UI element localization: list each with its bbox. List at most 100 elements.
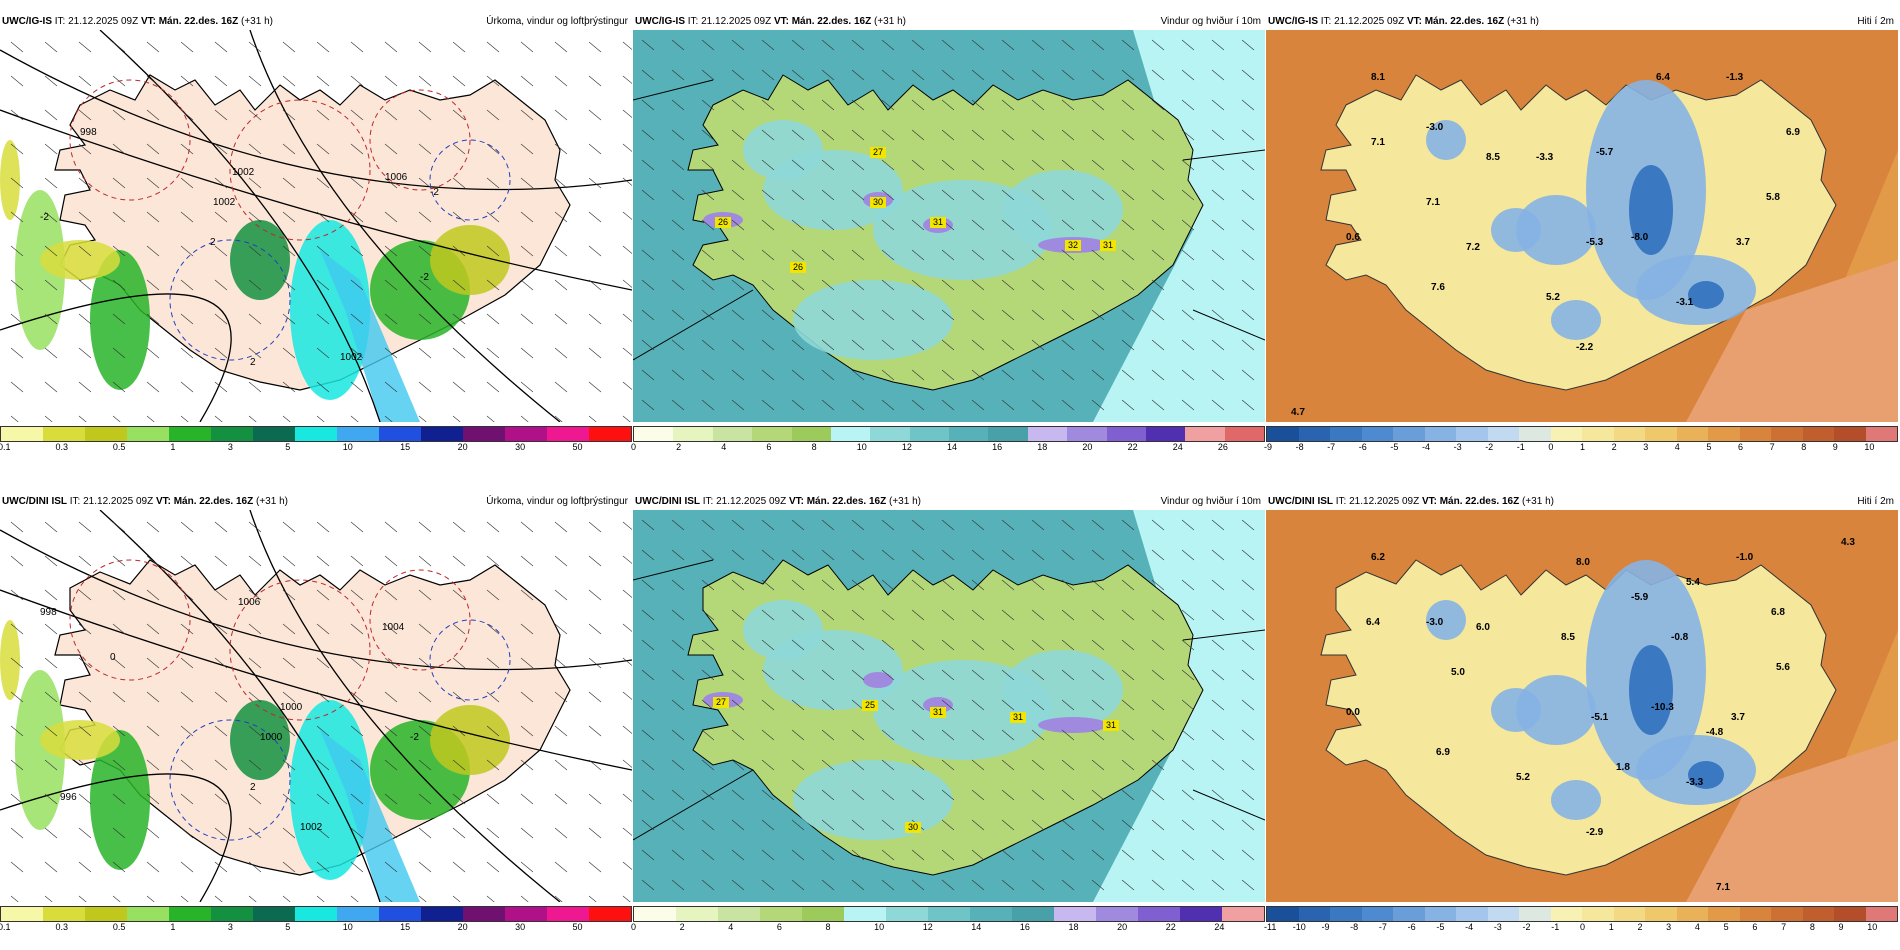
wind-arrow: [1211, 699, 1225, 711]
isobar: [249, 30, 561, 422]
model-name: UWC/IG-IS: [1268, 16, 1318, 27]
wind-arrow: [1121, 729, 1135, 741]
wind-arrow: [641, 639, 655, 651]
colorbar-r1-c0-ticks: 0.1 0.3 0.5 1 3 5 10 15 20 30 50: [0, 922, 632, 934]
wind-arrow: [316, 143, 330, 155]
colorbar-r0-c0-tick-label: 3: [227, 442, 233, 452]
wind-arrow: [180, 415, 189, 422]
wind-arrow: [701, 819, 715, 831]
colorbar-r1-c2-swatch: [1613, 907, 1645, 921]
wind-arrow: [214, 177, 228, 189]
wind-arrow: [418, 177, 432, 189]
wind-arrow: [486, 521, 500, 533]
wind-arrow: [791, 729, 805, 741]
wind-arrow: [1121, 189, 1135, 201]
wind-arrow: [1151, 789, 1165, 801]
wind-arrow: [588, 75, 602, 87]
colorbar-r1-c2-tick-label: 6: [1752, 922, 1758, 932]
wind-arrow: [78, 245, 92, 257]
wind-arrow: [384, 827, 398, 839]
wind-arrow: [1061, 39, 1075, 51]
wind-arrow: [316, 759, 330, 771]
wind-arrow: [486, 279, 500, 291]
colorbar-r0-c1-tick-label: 6: [766, 442, 772, 452]
gust-area: [863, 672, 893, 688]
wind-arrow: [316, 691, 330, 703]
wind-arrow: [486, 589, 500, 601]
wind-arrow: [641, 189, 655, 201]
colorbar-r0-c2-swatch: [1424, 427, 1456, 441]
wind-arrow: [1001, 609, 1015, 621]
wind-arrow: [384, 279, 398, 291]
gust-label-bg: [1010, 712, 1026, 723]
wind-arrow: [146, 109, 160, 121]
wind-arrow: [520, 827, 534, 839]
wind-arrow: [554, 41, 568, 53]
wind-arrow: [1001, 879, 1015, 891]
wind-arrow: [622, 555, 632, 564]
wind-arrow: [214, 725, 228, 737]
wind-arrow: [588, 725, 602, 737]
wind-arrow: [1181, 249, 1195, 261]
wind-arrow: [418, 589, 432, 601]
wind-arrow: [761, 339, 775, 351]
wind-arrow: [112, 75, 126, 87]
wind-arrow: [554, 279, 568, 291]
wind-arrow: [384, 691, 398, 703]
cold-area: [1491, 208, 1541, 252]
colorbar-r1-c2-swatch: [1771, 907, 1803, 921]
pressure-label: 2: [250, 782, 256, 793]
colorbar-r0-c1-tick-label: 26: [1217, 442, 1228, 452]
wind-arrow: [10, 623, 24, 635]
wind-arrow: [1211, 159, 1225, 171]
wind-arrow: [851, 789, 865, 801]
wind-arrow: [1061, 279, 1075, 291]
wind-arrow: [10, 313, 24, 325]
colorbar-r1-c2-swatch: [1519, 907, 1551, 921]
temp-value: 8.5: [1561, 632, 1575, 643]
wind-arrow: [316, 177, 330, 189]
wind-arrow: [554, 75, 568, 87]
wind-arrow: [671, 219, 685, 231]
wind-arrow: [641, 729, 655, 741]
wind-arrow: [452, 75, 466, 87]
wind-arrow: [384, 725, 398, 737]
map-area: 1002 1006 1002 998 1002 -2 2 -2 -2 2: [0, 30, 632, 422]
gust-area: [1038, 717, 1108, 733]
colorbar-r0-c1-tick-label: 24: [1172, 442, 1183, 452]
wind-arrow: [731, 309, 745, 321]
wind-arrow: [78, 725, 92, 737]
isobar: [0, 589, 632, 771]
wind-arrow: [588, 211, 602, 223]
wind-arrow: [1061, 519, 1075, 531]
wind-arrow: [701, 399, 715, 411]
wind-arrow: [1181, 849, 1195, 861]
map-area: 26 27 30 31 26 32 31: [633, 30, 1265, 422]
wind-speed-area: [1003, 650, 1123, 730]
wind-arrow: [44, 691, 58, 703]
wind-arrow: [44, 657, 58, 669]
wind-arrow: [1061, 249, 1075, 261]
wind-arrow: [78, 827, 92, 839]
wind-arrow: [941, 699, 955, 711]
wind-arrow: [641, 879, 655, 891]
wind-arrow: [1121, 69, 1135, 81]
wind-arrow: [791, 99, 805, 111]
temp-value: 6.0: [1476, 622, 1490, 633]
wind-arrow: [821, 369, 835, 381]
colorbar-r1-c2-tick-label: -3: [1493, 922, 1502, 932]
wind-arrow: [214, 895, 223, 902]
colorbar-r1-c0-swatch: [379, 907, 421, 921]
wind-arrow: [911, 549, 925, 561]
wind-arrow: [641, 159, 655, 171]
wind-arrow: [1181, 69, 1195, 81]
wind-arrow: [881, 69, 895, 81]
wind-arrow: [1241, 879, 1255, 891]
wind-arrow: [622, 521, 632, 530]
colorbar-r1-c1-swatch: [802, 907, 844, 921]
wind-arrow: [881, 189, 895, 201]
wind-arrow: [112, 861, 126, 873]
wind-arrow: [791, 549, 805, 561]
wind-arrow: [671, 159, 685, 171]
wind-arrow: [486, 827, 500, 839]
